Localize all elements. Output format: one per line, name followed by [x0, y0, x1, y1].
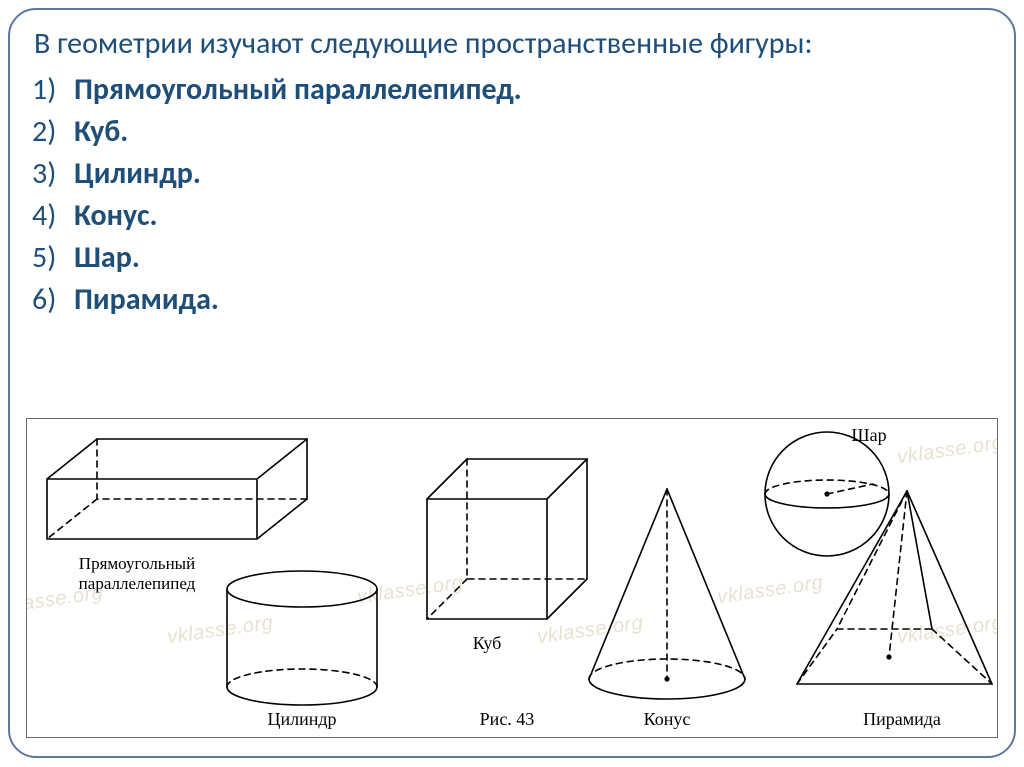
pyramid-label: Пирамида: [863, 709, 941, 729]
figure-panel: vklasse.org vklasse.org vklasse.org vkla…: [26, 418, 998, 738]
cone-label: Конус: [644, 709, 691, 729]
figure-caption: Рис. 43: [480, 709, 535, 729]
slide-frame: В геометрии изучают следующие пространст…: [8, 8, 1016, 758]
shape-item-3: Цилиндр.: [74, 153, 990, 195]
cube-label: Куб: [473, 633, 502, 653]
cone-shape: [589, 489, 745, 699]
shape-item-5: Шар.: [74, 237, 990, 279]
parallelepiped-shape: [47, 439, 307, 539]
cylinder-label: Цилиндр: [267, 709, 336, 729]
figure-svg: Прямоугольный параллелепипед Цилиндр Куб…: [27, 419, 998, 737]
cube-shape: [427, 459, 587, 619]
sphere-shape: [765, 432, 889, 556]
shape-item-4: Конус.: [74, 195, 990, 237]
shape-list: Прямоугольный параллелепипед. Куб. Цилин…: [34, 69, 990, 321]
cylinder-shape: [227, 571, 377, 705]
shape-item-2: Куб.: [74, 111, 990, 153]
pyramid-shape: [797, 491, 992, 684]
parallelepiped-label-1: Прямоугольный: [79, 554, 195, 573]
shape-item-1: Прямоугольный параллелепипед.: [74, 69, 990, 111]
intro-text: В геометрии изучают следующие пространст…: [34, 24, 990, 65]
shape-item-6: Пирамида.: [74, 279, 990, 321]
sphere-label: Шар: [851, 425, 886, 445]
parallelepiped-label-2: параллелепипед: [79, 574, 196, 593]
